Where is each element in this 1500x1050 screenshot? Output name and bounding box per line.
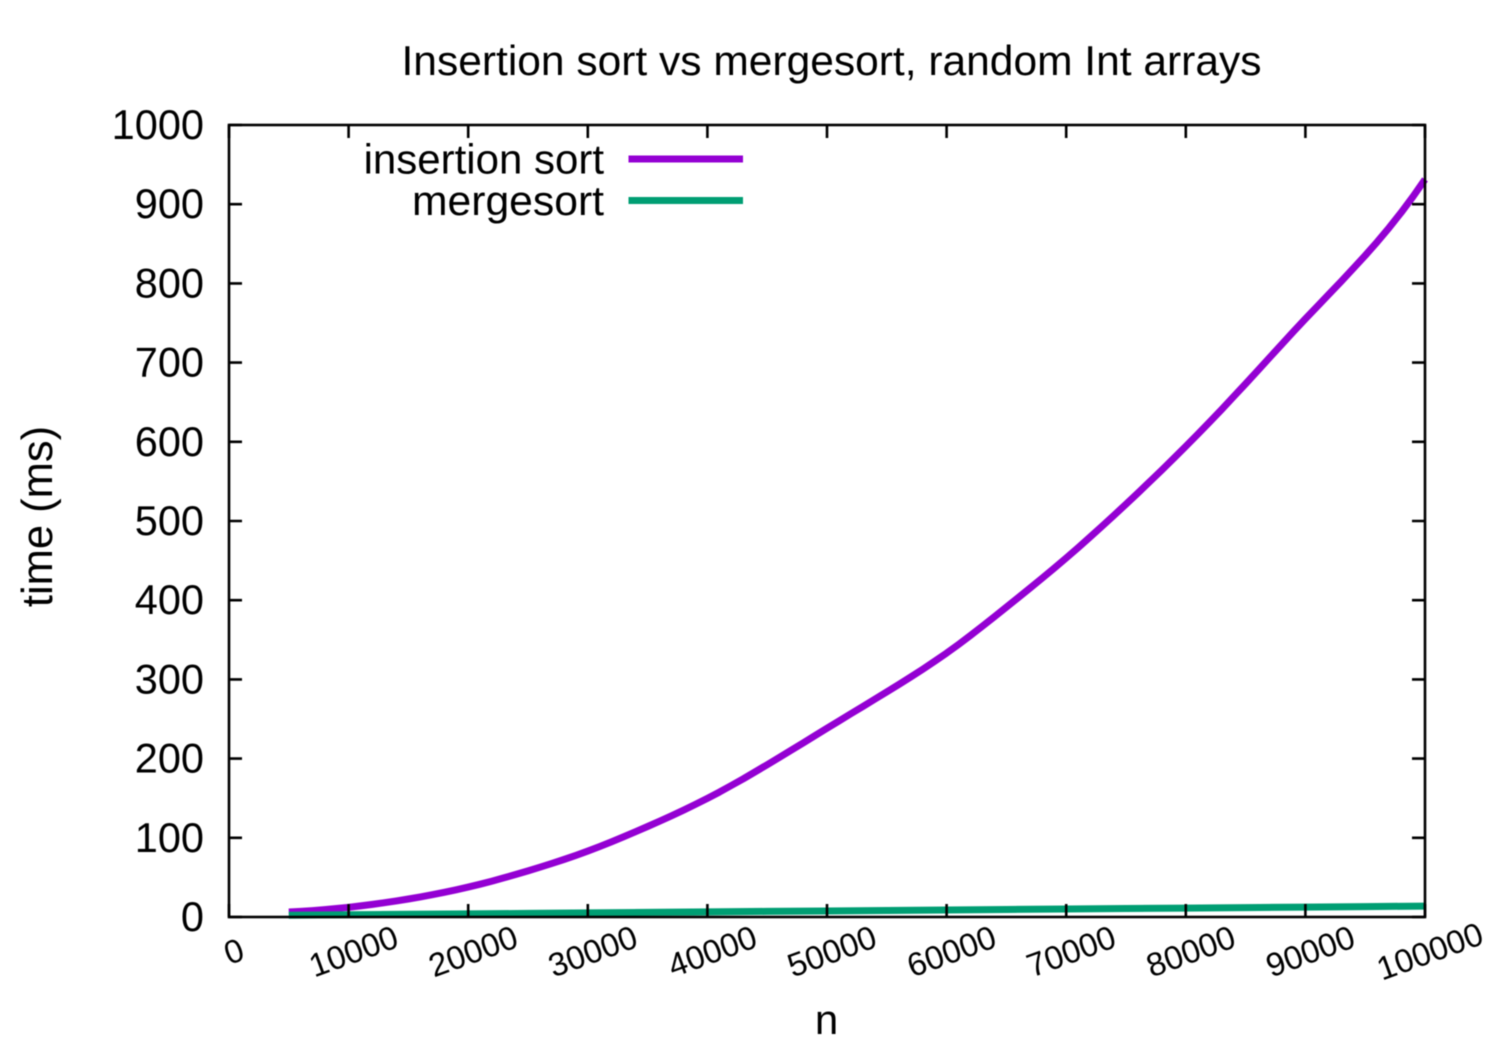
svg-text:200: 200 bbox=[135, 735, 204, 782]
svg-text:time (ms): time (ms) bbox=[14, 426, 62, 607]
svg-text:500: 500 bbox=[135, 497, 204, 544]
svg-text:mergesort: mergesort bbox=[412, 177, 604, 224]
svg-text:800: 800 bbox=[135, 259, 204, 306]
svg-text:100: 100 bbox=[135, 814, 204, 861]
svg-text:400: 400 bbox=[135, 576, 204, 623]
svg-text:0: 0 bbox=[181, 893, 204, 940]
svg-text:900: 900 bbox=[135, 180, 204, 227]
svg-text:Insertion sort vs mergesort, r: Insertion sort vs mergesort, random Int … bbox=[402, 37, 1262, 84]
svg-text:700: 700 bbox=[135, 339, 204, 386]
svg-text:insertion sort: insertion sort bbox=[364, 136, 605, 183]
svg-text:600: 600 bbox=[135, 418, 204, 465]
svg-text:300: 300 bbox=[135, 655, 204, 702]
svg-text:n: n bbox=[815, 996, 838, 1043]
svg-text:1000: 1000 bbox=[112, 101, 204, 148]
